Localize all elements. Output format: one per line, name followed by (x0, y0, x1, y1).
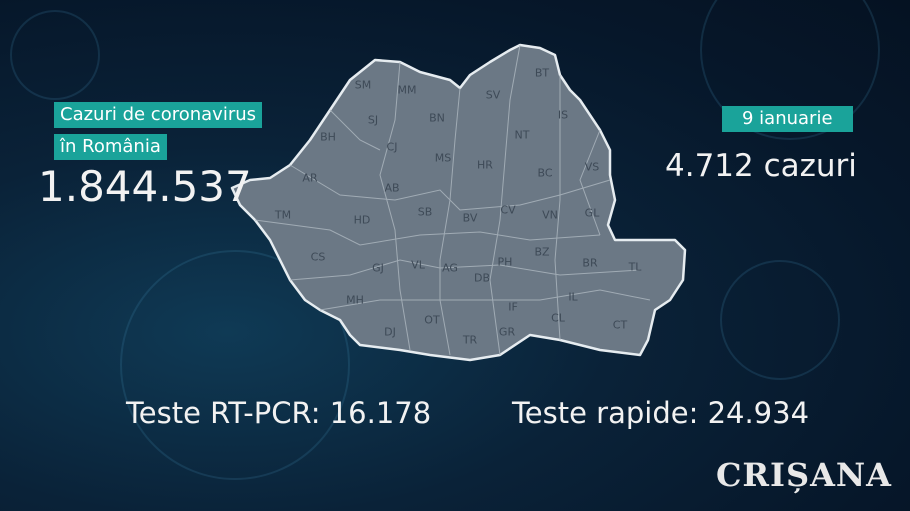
county-label-cv: CV (500, 203, 516, 217)
county-label-sb: SB (417, 205, 433, 219)
county-label-db: DB (473, 271, 491, 285)
county-label-bc: BC (537, 166, 553, 180)
county-label-ab: AB (384, 181, 400, 195)
virus-decoration (720, 260, 840, 380)
county-label-bv: BV (462, 211, 478, 225)
county-label-hr: HR (477, 158, 493, 172)
county-label-mm: MM (397, 83, 417, 97)
date-badge: 9 ianuarie (722, 106, 853, 132)
county-label-if: IF (508, 300, 518, 314)
county-label-ag: AG (442, 261, 458, 275)
county-label-br: BR (582, 256, 598, 270)
county-label-bn: BN (429, 111, 445, 125)
county-label-sm: SM (354, 78, 372, 92)
county-label-vn: VN (542, 208, 558, 222)
county-label-cl: CL (551, 311, 565, 325)
virus-decoration (120, 250, 350, 480)
romania-outline (230, 43, 687, 362)
title-line1: Cazuri de coronavirus (54, 102, 263, 128)
county-label-gl: GL (584, 206, 600, 220)
county-label-gr: GR (498, 325, 516, 339)
county-label-nt: NT (514, 128, 530, 142)
county-label-tl: TL (628, 260, 642, 274)
county-label-il: IL (568, 290, 578, 304)
county-label-bh: BH (320, 130, 336, 144)
county-label-sv: SV (485, 88, 501, 102)
county-label-tm: TM (274, 208, 292, 222)
county-label-ct: CT (612, 318, 628, 332)
title-line2: în România (54, 134, 167, 160)
rapid-tests: Teste rapide: 24.934 (512, 396, 810, 430)
county-label-vl: VL (411, 258, 425, 272)
county-label-bt: BT (534, 66, 550, 80)
county-label-bz: BZ (534, 245, 550, 259)
county-borders (254, 44, 651, 356)
rt-pcr-tests: Teste RT-PCR: 16.178 (126, 396, 432, 430)
county-label-cj: CJ (386, 140, 398, 154)
county-label-ms: MS (434, 151, 452, 165)
county-label-mh: MH (346, 293, 364, 307)
total-cases: 1.844.537 (38, 162, 252, 211)
county-label-hd: HD (353, 213, 371, 227)
county-label-sj: SJ (367, 113, 379, 127)
county-label-is: IS (557, 108, 569, 122)
county-label-ar: AR (302, 171, 318, 185)
county-label-cs: CS (310, 250, 326, 264)
daily-cases: 4.712 cazuri (665, 148, 857, 184)
virus-decoration (10, 10, 100, 100)
crisana-logo: CRIȘANA (715, 456, 892, 494)
county-label-gj: GJ (372, 261, 384, 275)
county-label-tr: TR (462, 333, 478, 347)
county-label-ph: PH (497, 255, 513, 269)
county-label-ot: OT (424, 313, 440, 327)
county-label-vs: VS (584, 160, 600, 174)
county-label-dj: DJ (384, 325, 396, 339)
